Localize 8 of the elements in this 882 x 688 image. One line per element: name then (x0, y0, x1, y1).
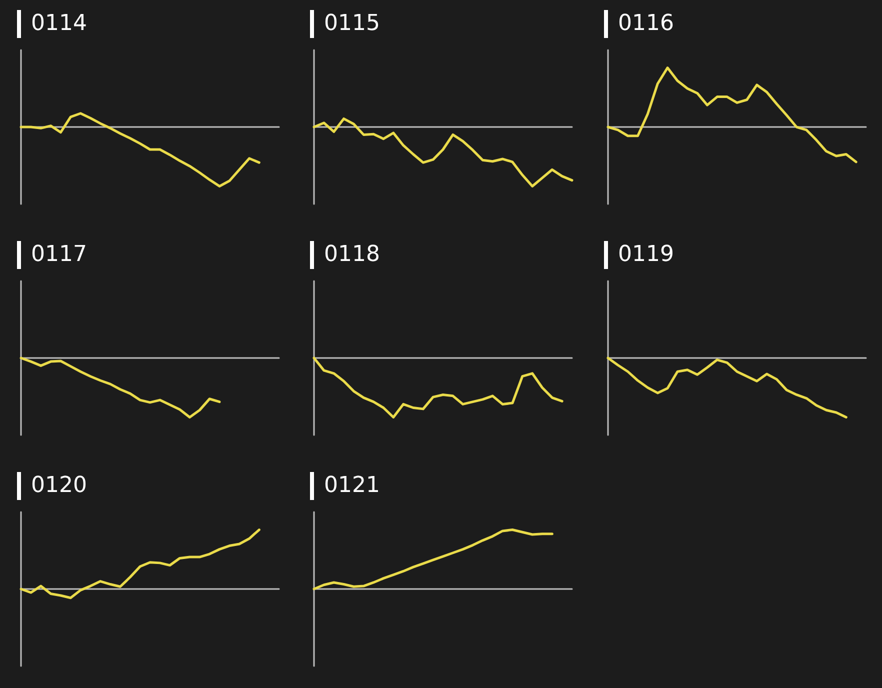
chart-title: 0116 (604, 10, 674, 38)
chart-title: 0117 (17, 241, 87, 269)
chart-title: 0118 (310, 241, 380, 269)
chart-title: 0121 (310, 472, 380, 500)
chart-title: 0114 (17, 10, 87, 38)
chart-title: 0115 (310, 10, 380, 38)
chart-title: 0119 (604, 241, 674, 269)
chart-title: 0120 (17, 472, 87, 500)
